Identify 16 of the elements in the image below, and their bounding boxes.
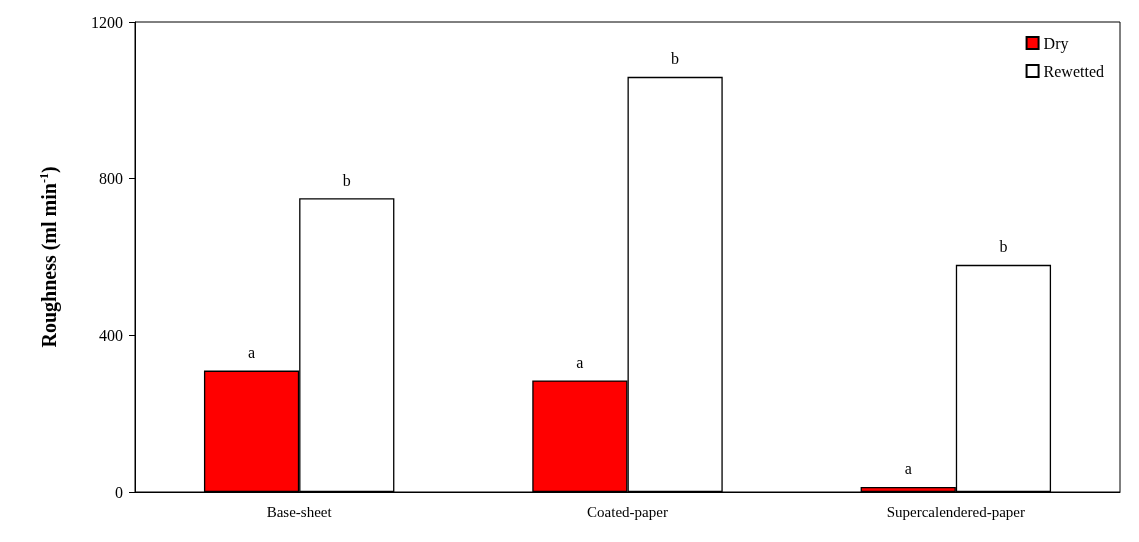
annotation: b	[671, 50, 680, 68]
y-tick-label: 800	[99, 170, 123, 188]
x-tick-label: Supercalendered-paper	[886, 503, 1025, 520]
x-tick-label: Coated-paper	[587, 503, 668, 520]
annotation: b	[342, 171, 351, 189]
annotation: a	[904, 460, 912, 478]
annotation: b	[999, 238, 1008, 256]
legend-label: Dry	[1043, 34, 1069, 53]
y-axis-title: Roughness (ml min-1)	[37, 166, 61, 348]
y-tick-label: 400	[99, 326, 123, 344]
y-tick-label: 0	[115, 483, 123, 501]
legend-label: Rewetted	[1043, 62, 1104, 80]
annotation: a	[576, 353, 584, 371]
x-tick-label: Base-sheet	[266, 503, 333, 520]
annotation: a	[248, 344, 256, 362]
y-tick-label: 1200	[91, 13, 123, 31]
